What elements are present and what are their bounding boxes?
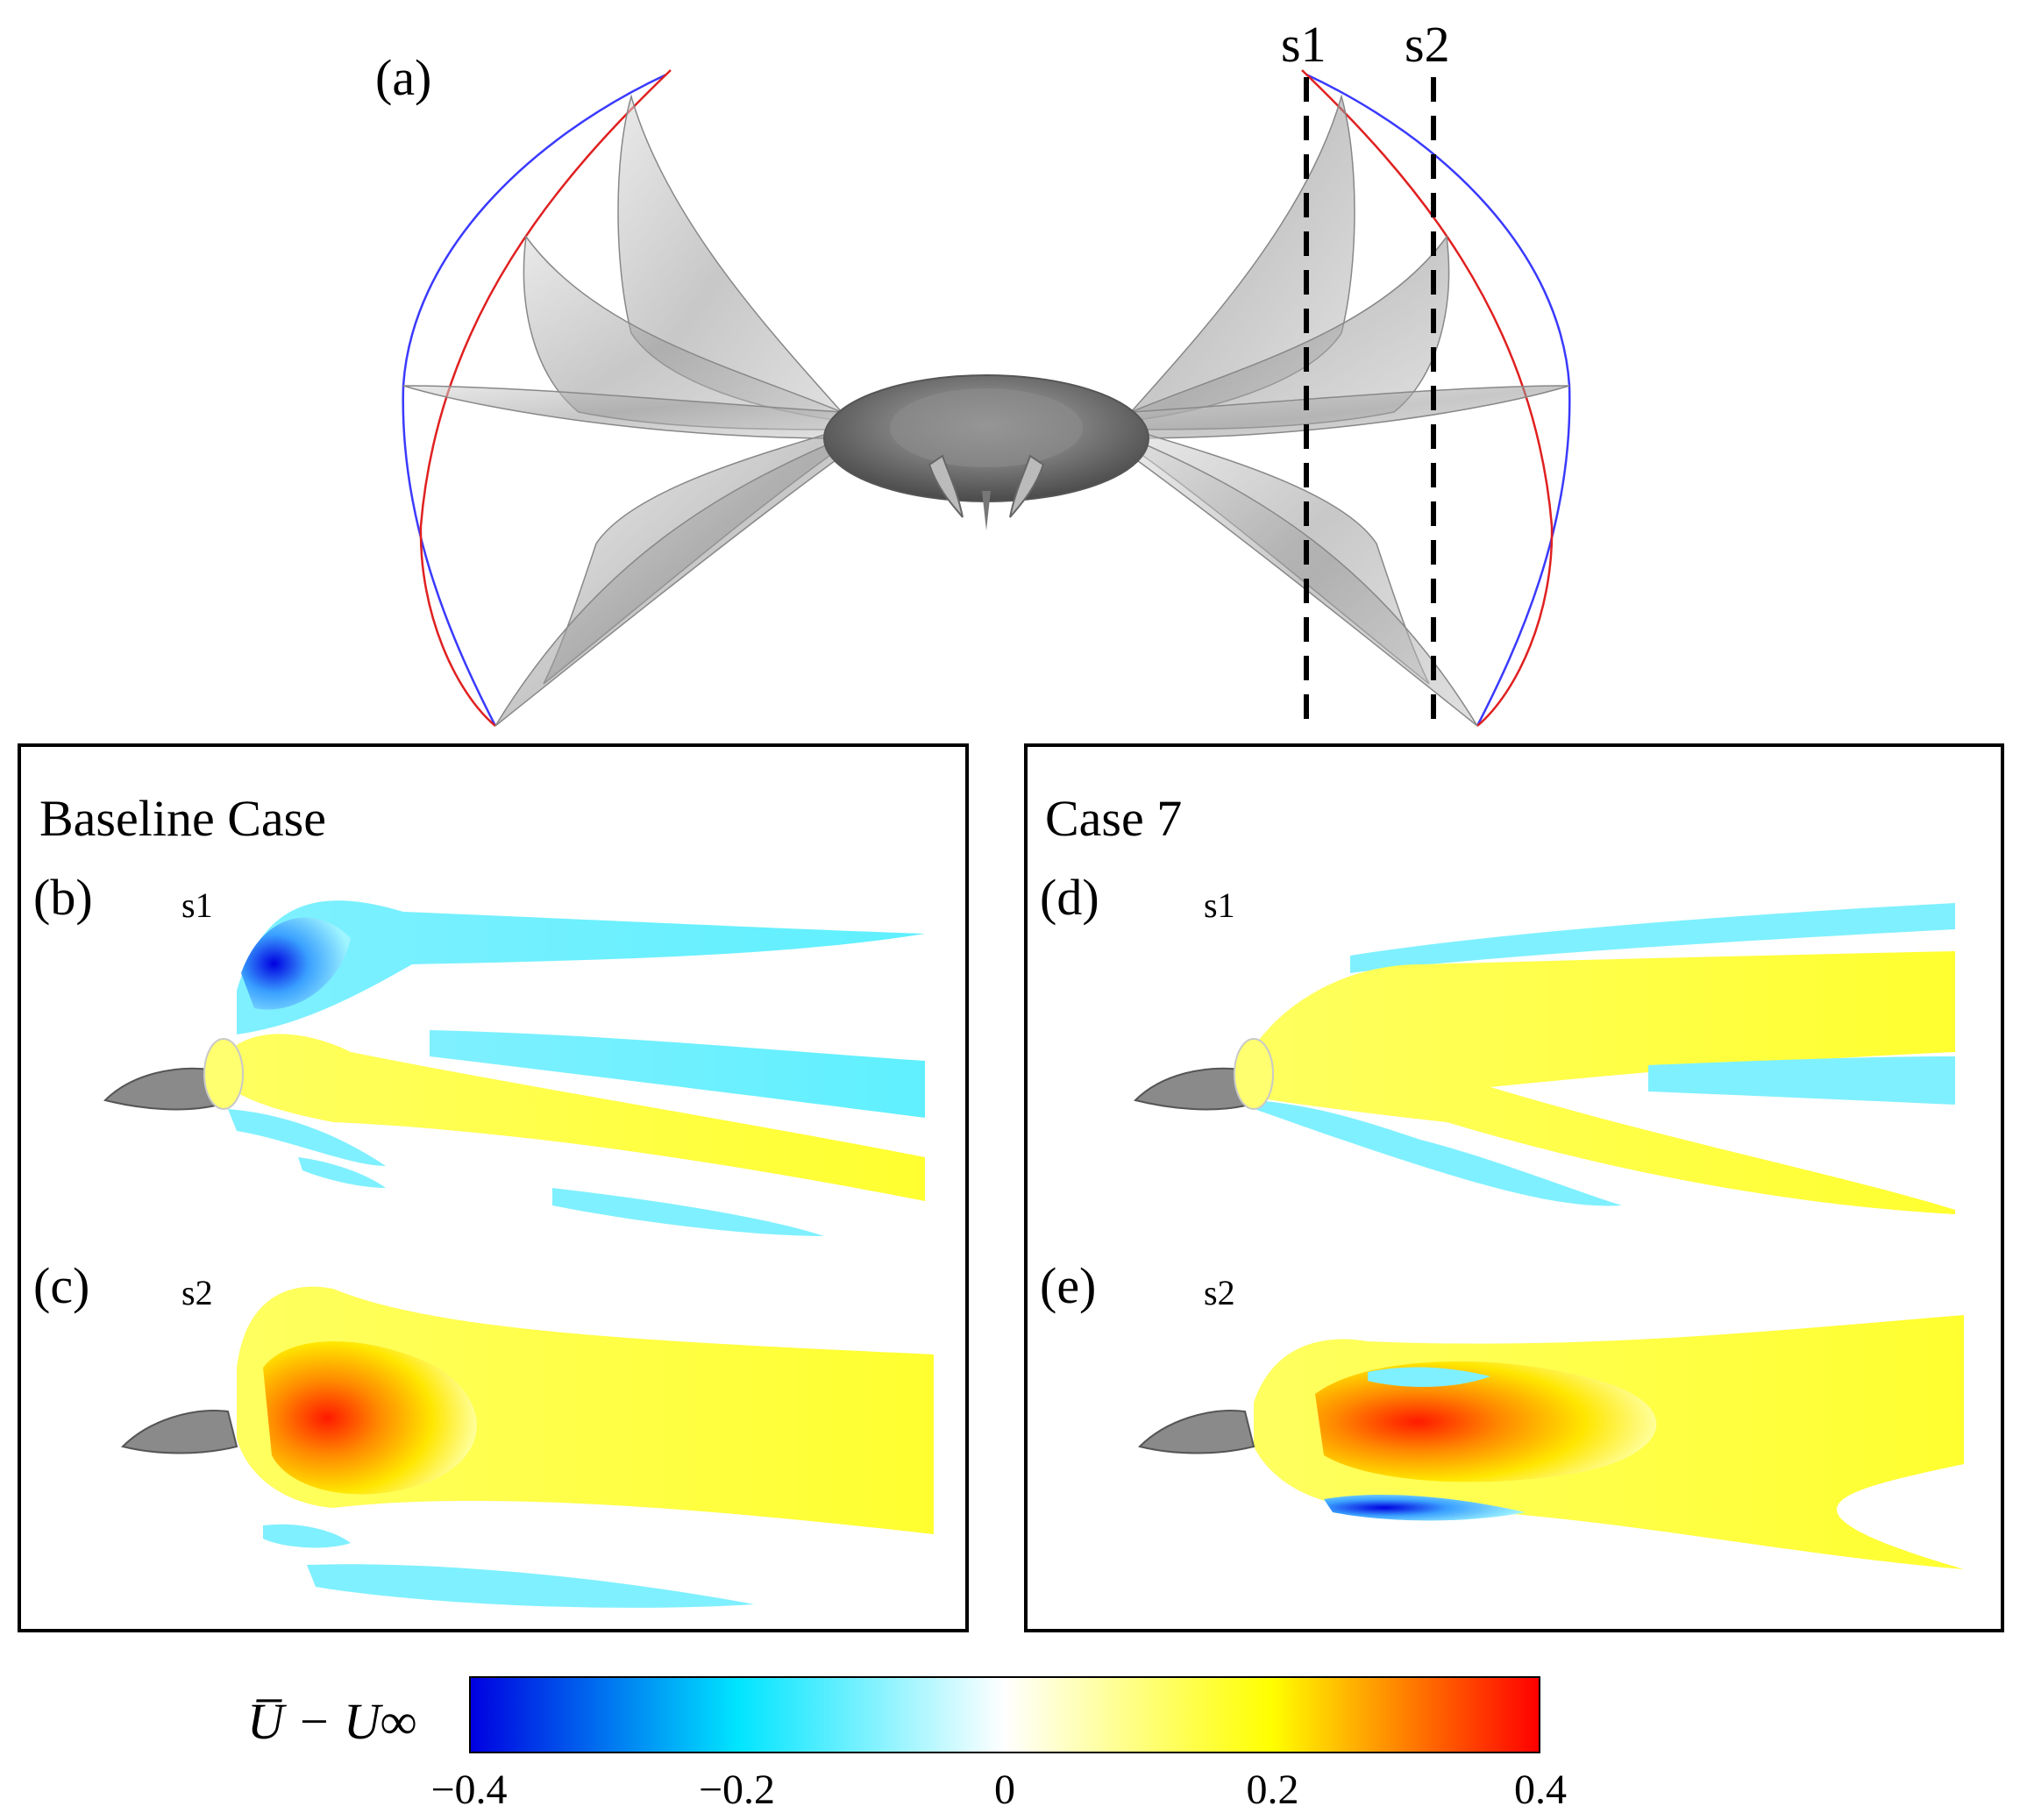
panel-b-label: (b)	[33, 869, 93, 926]
colorbar-tick-label: 0	[994, 1767, 1015, 1813]
colorbar	[469, 1676, 1540, 1753]
colorbar-label: U̅ − U∞	[247, 1693, 417, 1750]
baseline-s2-label: s2	[181, 1273, 213, 1312]
cut-s1-label: s1	[1281, 16, 1327, 73]
colorbar-tick-label: 0.4	[1514, 1767, 1567, 1813]
left-downstroke-outline	[419, 69, 672, 727]
cut-s2-label: s2	[1405, 16, 1450, 73]
panel-c-label: (c)	[33, 1257, 90, 1314]
panel-d-label: (d)	[1040, 869, 1099, 926]
case7-s1-label: s1	[1204, 885, 1235, 925]
right-wing-sweep	[1130, 94, 1570, 727]
panel-a-label: (a)	[375, 49, 432, 106]
right-downstroke-outline	[1301, 69, 1554, 727]
baseline-panel-title: Baseline Case	[39, 790, 326, 847]
colorbar-tick-label: 0.2	[1246, 1767, 1299, 1813]
panel-e-label: (e)	[1040, 1257, 1097, 1314]
colorbar-tick-label: −0.4	[430, 1767, 508, 1813]
case7-panel-title: Case 7	[1045, 790, 1183, 847]
left-wing-sweep	[402, 94, 843, 727]
manta-body	[823, 374, 1149, 530]
panel-a-illustration	[402, 69, 1571, 728]
baseline-case-panel	[18, 743, 969, 1632]
case-7-panel	[1024, 743, 2004, 1632]
colorbar-tick-label: −0.2	[698, 1767, 776, 1813]
baseline-s1-label: s1	[181, 885, 213, 925]
case7-s2-label: s2	[1204, 1273, 1235, 1312]
